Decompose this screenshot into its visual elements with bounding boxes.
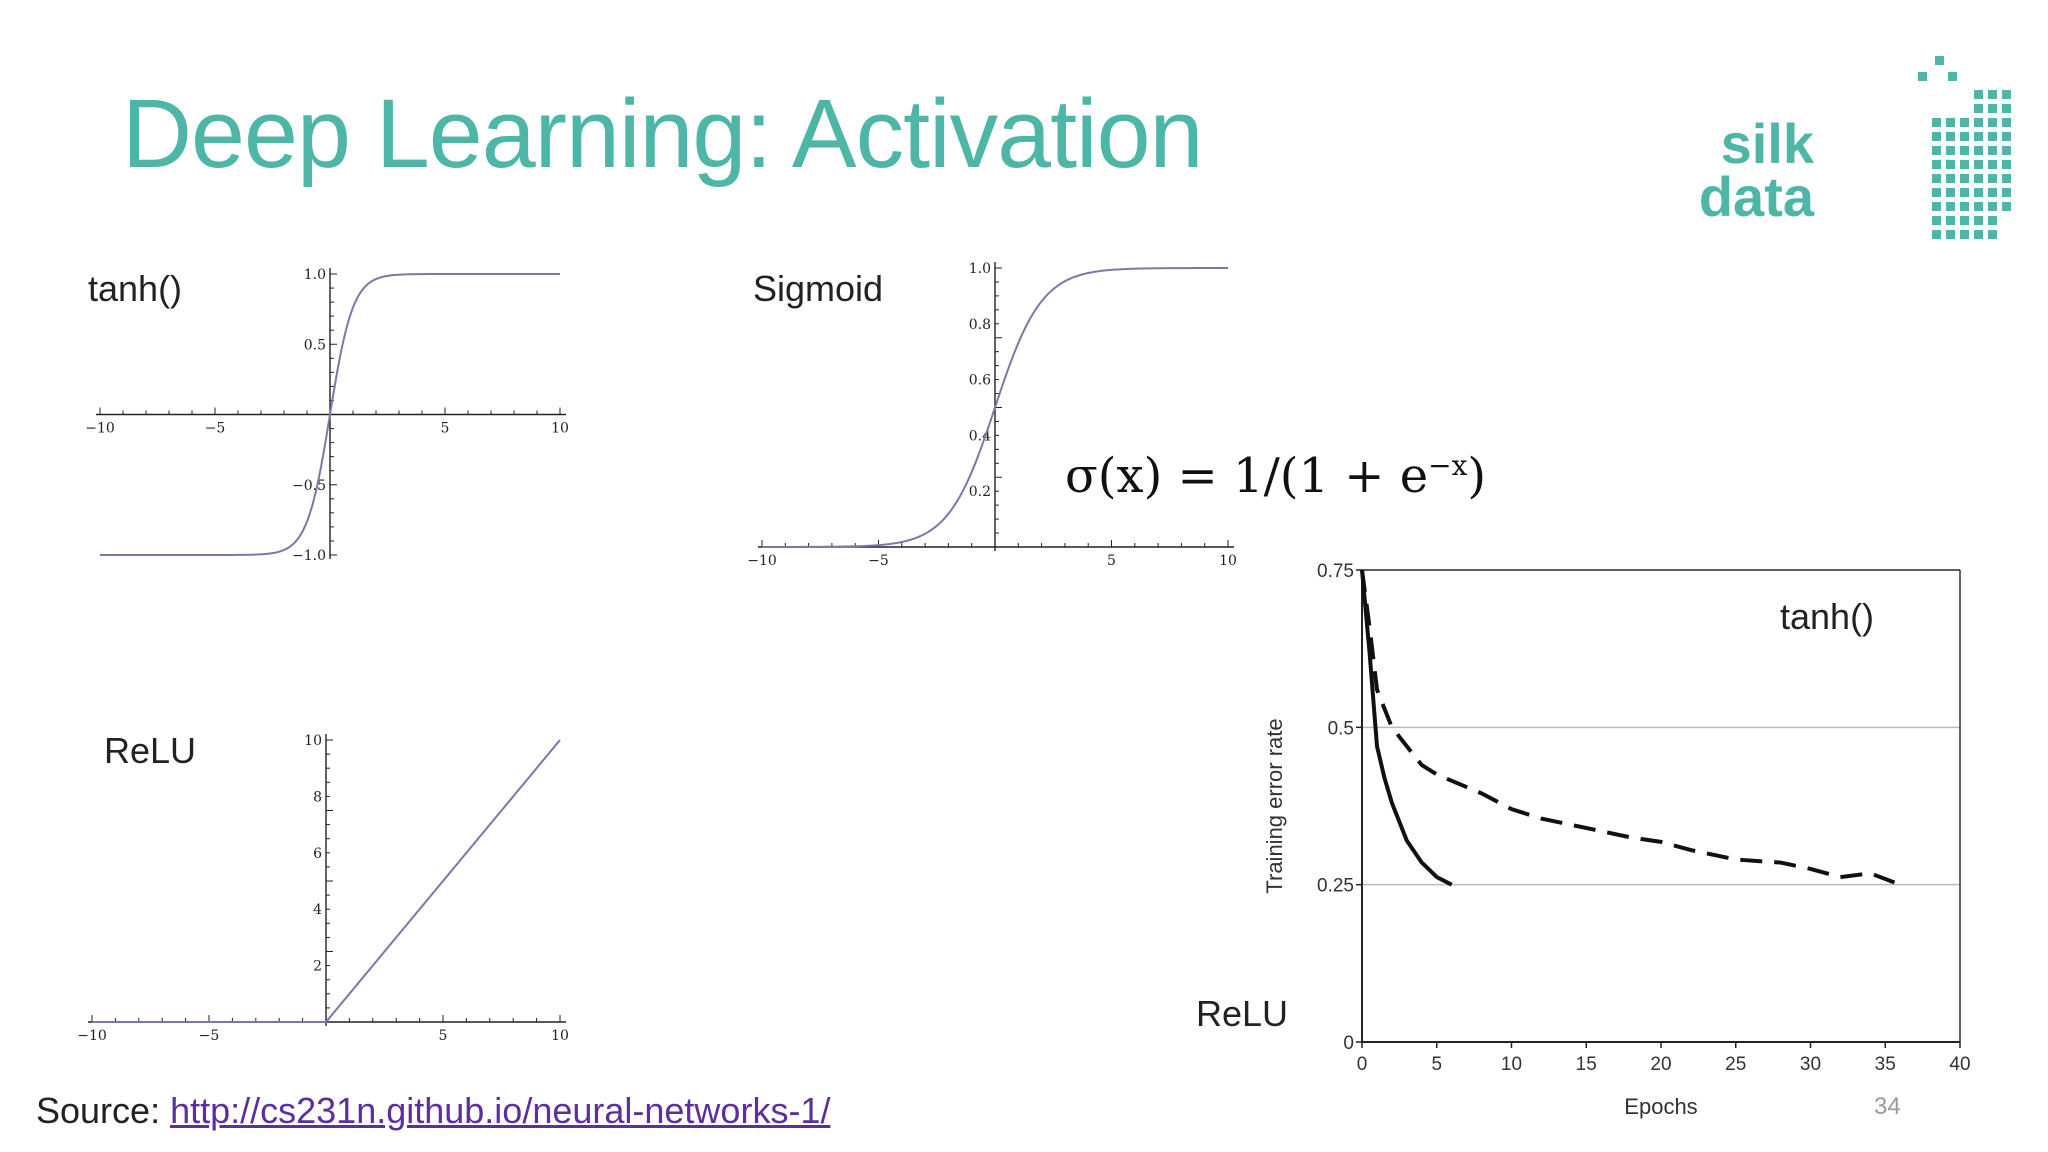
tanh-y-tick-label: 0.5 [304,337,326,353]
sigmoid-x-tick-label: −10 [747,553,777,569]
formula-exponent: −x [1428,449,1468,482]
training-series-solid [1360,569,1453,887]
source-link[interactable]: http://cs231n.github.io/neural-networks-… [170,1090,831,1131]
sigmoid-x-tick-label: 5 [1107,553,1116,569]
relu-x-tick-label: 5 [439,1028,448,1044]
training-error-chart: 0 5 10 15 20 25 30 35 40 0 0.25 0.5 0.75 Epochs Traini… [1262,561,1971,1119]
sigmoid-y-tick-label: 0.4 [969,428,991,444]
training-y-tick-label: 0 [1343,1033,1354,1054]
training-y-axis-label: Training error rate [1262,718,1287,893]
training-x-tick-label: 35 [1875,1054,1896,1075]
sigmoid-x-tick-label: −5 [868,553,889,569]
tanh-y-tick-label: 1.0 [304,267,326,283]
relu-chart: −10 −5 5 10 2 4 6 8 10 [77,733,569,1044]
tanh-curve [100,273,560,556]
sigmoid-y-tick-label: 0.2 [969,484,991,500]
sigmoid-x-tick-label: 10 [1219,553,1237,569]
training-x-tick-label: 10 [1501,1054,1522,1075]
training-series-dashed [1360,569,1901,887]
tanh-x-tick-label: 10 [551,421,569,437]
sigmoid-formula: σ(x) = 1/(1 + e−x) [1065,448,1486,504]
training-x-tick-label: 20 [1650,1054,1671,1075]
tanh-label: tanh() [88,268,183,309]
formula-close: ) [1467,448,1487,504]
training-x-tick-label: 5 [1431,1054,1442,1075]
training-x-tick-label: 30 [1800,1054,1821,1075]
sigmoid-curve [762,267,1228,548]
relu-x-tick-label: 10 [551,1028,569,1044]
training-x-axis-label: Epochs [1624,1094,1697,1119]
tanh-y-tick-label: −0.5 [292,478,326,494]
sigmoid-y-tick-label: 1.0 [969,261,991,277]
training-x-tick-label: 15 [1576,1054,1597,1075]
relu-label: ReLU [104,730,197,771]
page-number: 34 [1874,1093,1901,1120]
tanh-x-tick-label: −10 [85,421,115,437]
training-x-tick-label: 0 [1357,1054,1368,1075]
training-y-tick-label: 0.25 [1317,876,1354,897]
relu-y-tick-label: 10 [304,733,322,749]
sigmoid-label: Sigmoid [753,268,884,309]
source-citation: Source: http://cs231n.github.io/neural-n… [36,1090,830,1132]
sigmoid-y-tick-label: 0.8 [969,317,991,333]
formula-main: σ(x) = 1/(1 + e [1065,448,1429,504]
training-relu-label: ReLU [1196,993,1289,1034]
relu-x-tick-label: −5 [199,1028,220,1044]
relu-x-tick-label: −10 [77,1028,107,1044]
training-y-tick-label: 0.5 [1328,718,1354,739]
page-title: Deep Learning: Activation [122,79,1203,188]
tanh-y-tick-label: −1.0 [292,548,326,564]
training-y-tick-label: 0.75 [1317,561,1354,582]
training-x-tick-label: 25 [1725,1054,1746,1075]
relu-y-tick-label: 6 [313,846,322,862]
relu-y-tick-label: 2 [313,959,322,975]
tanh-x-tick-label: 5 [441,421,450,437]
relu-curve [92,739,561,1023]
relu-y-tick-label: 8 [313,789,322,805]
training-x-tick-label: 40 [1949,1054,1970,1075]
tanh-chart: −10 −5 5 10 −1.0 −0.5 0.5 1.0 [85,267,569,564]
sigmoid-chart: −10 −5 5 10 0.2 0.4 0.6 0.8 1.0 [747,261,1237,569]
training-tanh-label: tanh() [1780,596,1875,637]
relu-y-tick-label: 4 [313,902,322,918]
sigmoid-y-tick-label: 0.6 [969,373,991,389]
tanh-x-tick-label: −5 [205,421,226,437]
source-prefix: Source: [36,1090,171,1131]
